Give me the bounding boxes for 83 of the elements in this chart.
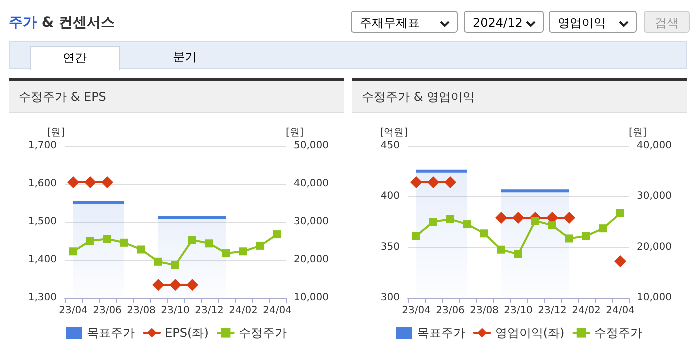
x-tick-label: 23/12: [195, 306, 224, 316]
x-tick-label: 23/12: [538, 306, 567, 316]
point: [172, 261, 180, 270]
y-axis-title: [원]: [47, 128, 66, 138]
point: [430, 218, 438, 226]
x-tick-label: 24/02: [229, 306, 258, 316]
point: [410, 176, 422, 188]
point: [206, 240, 214, 248]
point: [240, 248, 248, 256]
point: [566, 234, 574, 243]
point: [464, 220, 472, 229]
y-tick-label: 1,500: [28, 216, 57, 228]
x-tick-label: 24/02: [572, 306, 601, 316]
legend-label: EPS(좌): [165, 326, 209, 340]
y-tick-label: 400: [380, 191, 400, 202]
text: 주가 & 컨센서스: [9, 14, 115, 32]
y2-tick-label: 20,000: [637, 242, 672, 253]
search-button: 검색: [644, 11, 690, 33]
x-tick-label: 23/06: [93, 306, 122, 316]
x-tick-label: 23/04: [59, 306, 88, 316]
y2-tick-label: 10,000: [294, 292, 329, 304]
x-tick-label: 23/08: [127, 306, 156, 316]
y-tick-label: 1,700: [28, 140, 57, 152]
y2-tick-label: 40,000: [637, 140, 672, 152]
y2-tick-label: 20,000: [294, 254, 329, 266]
point: [446, 215, 454, 224]
point: [412, 232, 420, 240]
legend-label: 영업이익(좌): [495, 326, 565, 340]
tab-bar: 연간 분기: [9, 41, 687, 69]
point: [480, 230, 488, 238]
point: [138, 246, 146, 254]
x-tick-label: 23/06: [436, 306, 465, 316]
y2-tick-label: 40,000: [294, 178, 329, 190]
x-tick-label: 24/04: [263, 306, 292, 316]
chart-title: 수정주가 & EPS: [9, 81, 344, 113]
x-tick-label: 23/10: [161, 306, 190, 316]
point: [548, 222, 556, 230]
point: [188, 236, 196, 244]
point: [104, 235, 112, 244]
y2-tick-label: 30,000: [294, 216, 329, 228]
point: [222, 250, 230, 258]
y-axis-title: [억원]: [380, 128, 408, 138]
y2-axis-title: [원]: [629, 128, 647, 138]
x-tick-label: 24/04: [606, 306, 635, 316]
point: [564, 212, 576, 224]
legend-label: 수정주가: [238, 326, 287, 340]
dropdown-field: 영업이익: [549, 11, 637, 33]
point: [154, 258, 162, 266]
point: [498, 246, 506, 254]
y-tick-label: 300: [380, 292, 400, 304]
point: [120, 238, 128, 247]
dropdown-field: 주재무제표: [351, 11, 458, 33]
point: [614, 256, 626, 268]
legend-label: 목표주가: [87, 326, 136, 340]
point: [616, 209, 624, 218]
x-tick-label: 23/08: [470, 306, 499, 316]
y-tick-label: 1,300: [28, 292, 57, 304]
dropdown-field: 2024/12: [464, 11, 544, 33]
y-tick-label: 350: [380, 242, 400, 253]
legend-label: 수정주가: [594, 326, 643, 340]
y-tick-label: 450: [380, 140, 400, 152]
point: [532, 216, 540, 225]
y2-tick-label: 10,000: [637, 292, 672, 304]
point: [512, 212, 524, 224]
y2-axis-title: [원]: [286, 128, 304, 138]
legend-label: 목표주가: [417, 326, 466, 340]
point: [444, 176, 456, 188]
point: [256, 242, 264, 250]
point: [428, 176, 440, 188]
x-tick-label: 23/04: [402, 306, 431, 316]
point: [274, 230, 282, 239]
y2-tick-label: 30,000: [637, 191, 672, 202]
point: [582, 232, 590, 240]
point: [86, 237, 94, 245]
point: [70, 248, 78, 256]
y-tick-label: 1,600: [28, 178, 57, 190]
y2-tick-label: 50,000: [294, 140, 329, 152]
point: [600, 224, 608, 233]
chart-title: 수정주가 & 영업이익: [352, 81, 687, 113]
y-tick-label: 1,400: [28, 254, 57, 266]
x-tick-label: 23/10: [504, 306, 533, 316]
point: [514, 250, 522, 258]
point: [496, 212, 508, 224]
